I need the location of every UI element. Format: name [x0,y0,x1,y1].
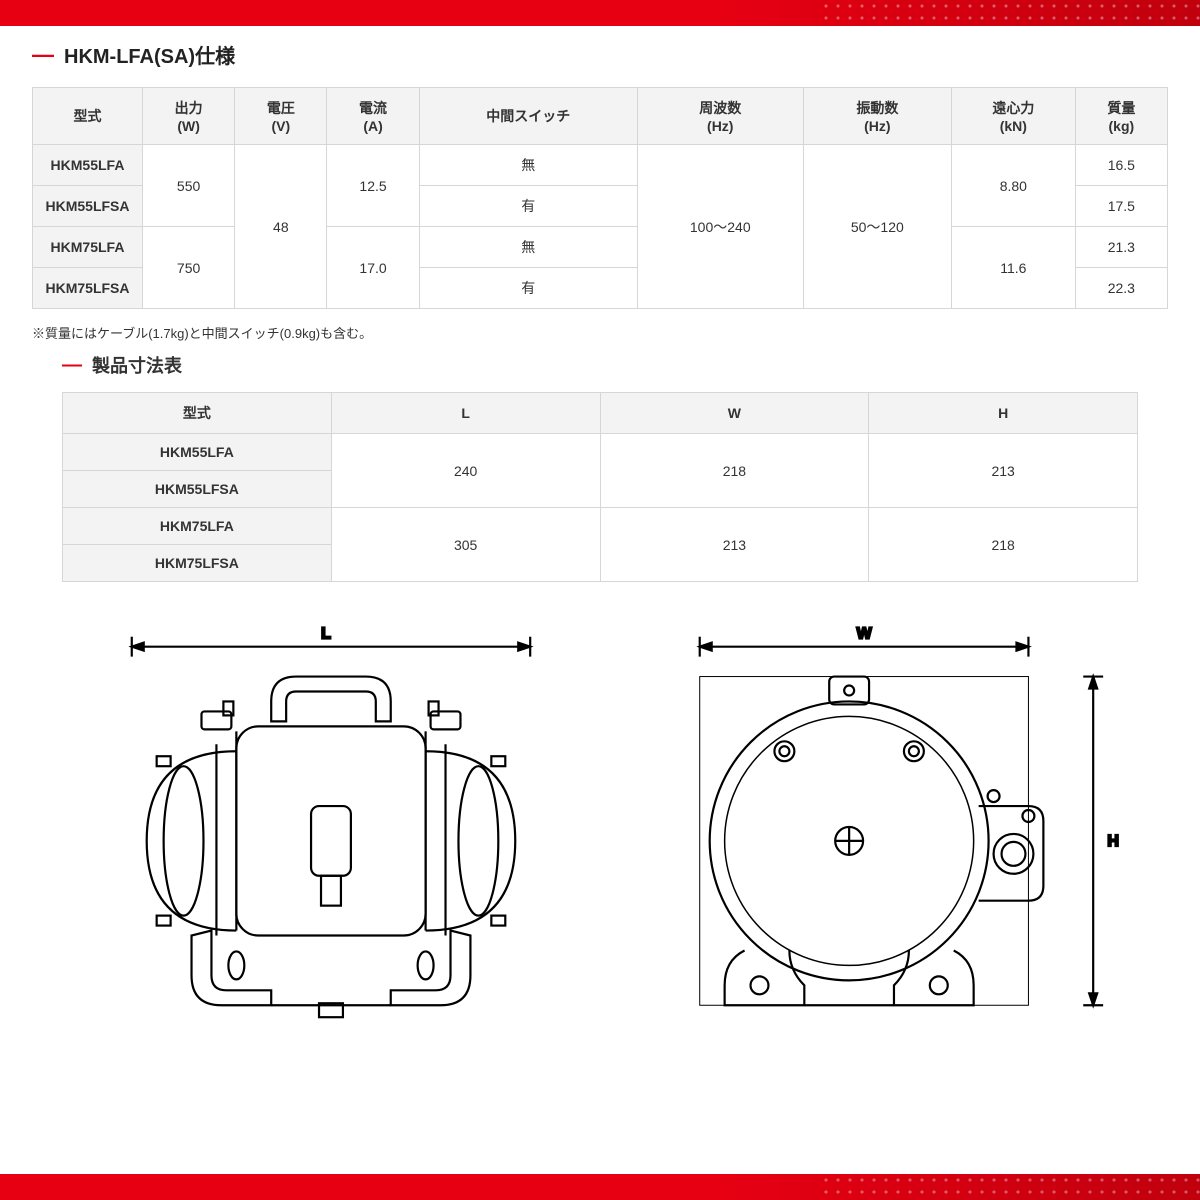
dim-header-row: 型式 L W H [63,393,1138,434]
spec-header-row: 型式 出力 (W) 電圧 (V) 電流 (A) 中間スイッチ 周波数 (Hz) … [33,88,1168,145]
mass-cell: 21.3 [1075,227,1167,268]
spec-section-title: — HKM-LFA(SA)仕様 [32,40,1168,69]
model-cell: HKM75LFA [33,227,143,268]
dim-row: HKM75LFA 305 213 218 [63,508,1138,545]
side-view-diagram: W H [630,606,1128,1026]
dim-L: 305 [331,508,600,582]
spec-table: 型式 出力 (W) 電圧 (V) 電流 (A) 中間スイッチ 周波数 (Hz) … [32,87,1168,309]
spec-note: ※質量にはケーブル(1.7kg)と中間スイッチ(0.9kg)も含む。 [32,323,1168,342]
front-view-diagram: L [72,606,590,1026]
dimension-table: 型式 L W H HKM55LFA 240 218 213 HKM55LFSA … [62,392,1138,582]
th-voltage: 電圧 (V) [235,88,327,145]
diagram-area: L [32,606,1168,1026]
model-cell: HKM55LFSA [33,186,143,227]
dim-section-title: — 製品寸法表 [62,352,1168,378]
spec-row: HKM75LFA 750 17.0 無 11.6 21.3 [33,227,1168,268]
th-switch: 中間スイッチ [419,88,637,145]
dim-L: 240 [331,434,600,508]
mass-cell: 22.3 [1075,268,1167,309]
voltage-cell: 48 [235,145,327,309]
model-cell: HKM75LFSA [33,268,143,309]
mass-cell: 16.5 [1075,145,1167,186]
th-freq: 周波数 (Hz) [637,88,803,145]
dim-W: 213 [600,508,869,582]
bottom-banner [0,1174,1200,1200]
spec-row: HKM55LFA 550 48 12.5 無 100～240 50～120 8.… [33,145,1168,186]
th-cent: 遠心力 (kN) [951,88,1075,145]
dim-L-label: L [321,626,331,643]
top-banner [0,0,1200,26]
th-model: 型式 [33,88,143,145]
cent-cell: 8.80 [951,145,1075,227]
dim-model: HKM55LFSA [63,471,332,508]
current-cell: 17.0 [327,227,419,309]
model-cell: HKM55LFA [33,145,143,186]
dim-model: HKM75LFA [63,508,332,545]
title-dash-icon: — [62,354,82,377]
cent-cell: 11.6 [951,227,1075,309]
current-cell: 12.5 [327,145,419,227]
switch-cell: 有 [419,186,637,227]
th-output: 出力 (W) [143,88,235,145]
dim-row: HKM55LFA 240 218 213 [63,434,1138,471]
dim-W: 218 [600,434,869,508]
dim-H: 218 [869,508,1138,582]
dth-model: 型式 [63,393,332,434]
dth-W: W [600,393,869,434]
title-dash-icon: — [32,42,54,68]
th-current: 電流 (A) [327,88,419,145]
spec-title-text: HKM-LFA(SA)仕様 [64,40,235,69]
dim-H-label: H [1107,833,1119,850]
dim-W-label: W [857,626,873,643]
dth-L: L [331,393,600,434]
dim-model: HKM55LFA [63,434,332,471]
vib-cell: 50～120 [803,145,951,309]
th-mass: 質量 (kg) [1075,88,1167,145]
switch-cell: 無 [419,227,637,268]
switch-cell: 無 [419,145,637,186]
dth-H: H [869,393,1138,434]
freq-cell: 100～240 [637,145,803,309]
dim-H: 213 [869,434,1138,508]
dim-title-text: 製品寸法表 [92,352,182,378]
output-cell: 550 [143,145,235,227]
main-content: — HKM-LFA(SA)仕様 型式 出力 (W) 電圧 (V) 電流 (A) … [0,26,1200,1026]
output-cell: 750 [143,227,235,309]
mass-cell: 17.5 [1075,186,1167,227]
th-vib: 振動数 (Hz) [803,88,951,145]
switch-cell: 有 [419,268,637,309]
dim-model: HKM75LFSA [63,545,332,582]
